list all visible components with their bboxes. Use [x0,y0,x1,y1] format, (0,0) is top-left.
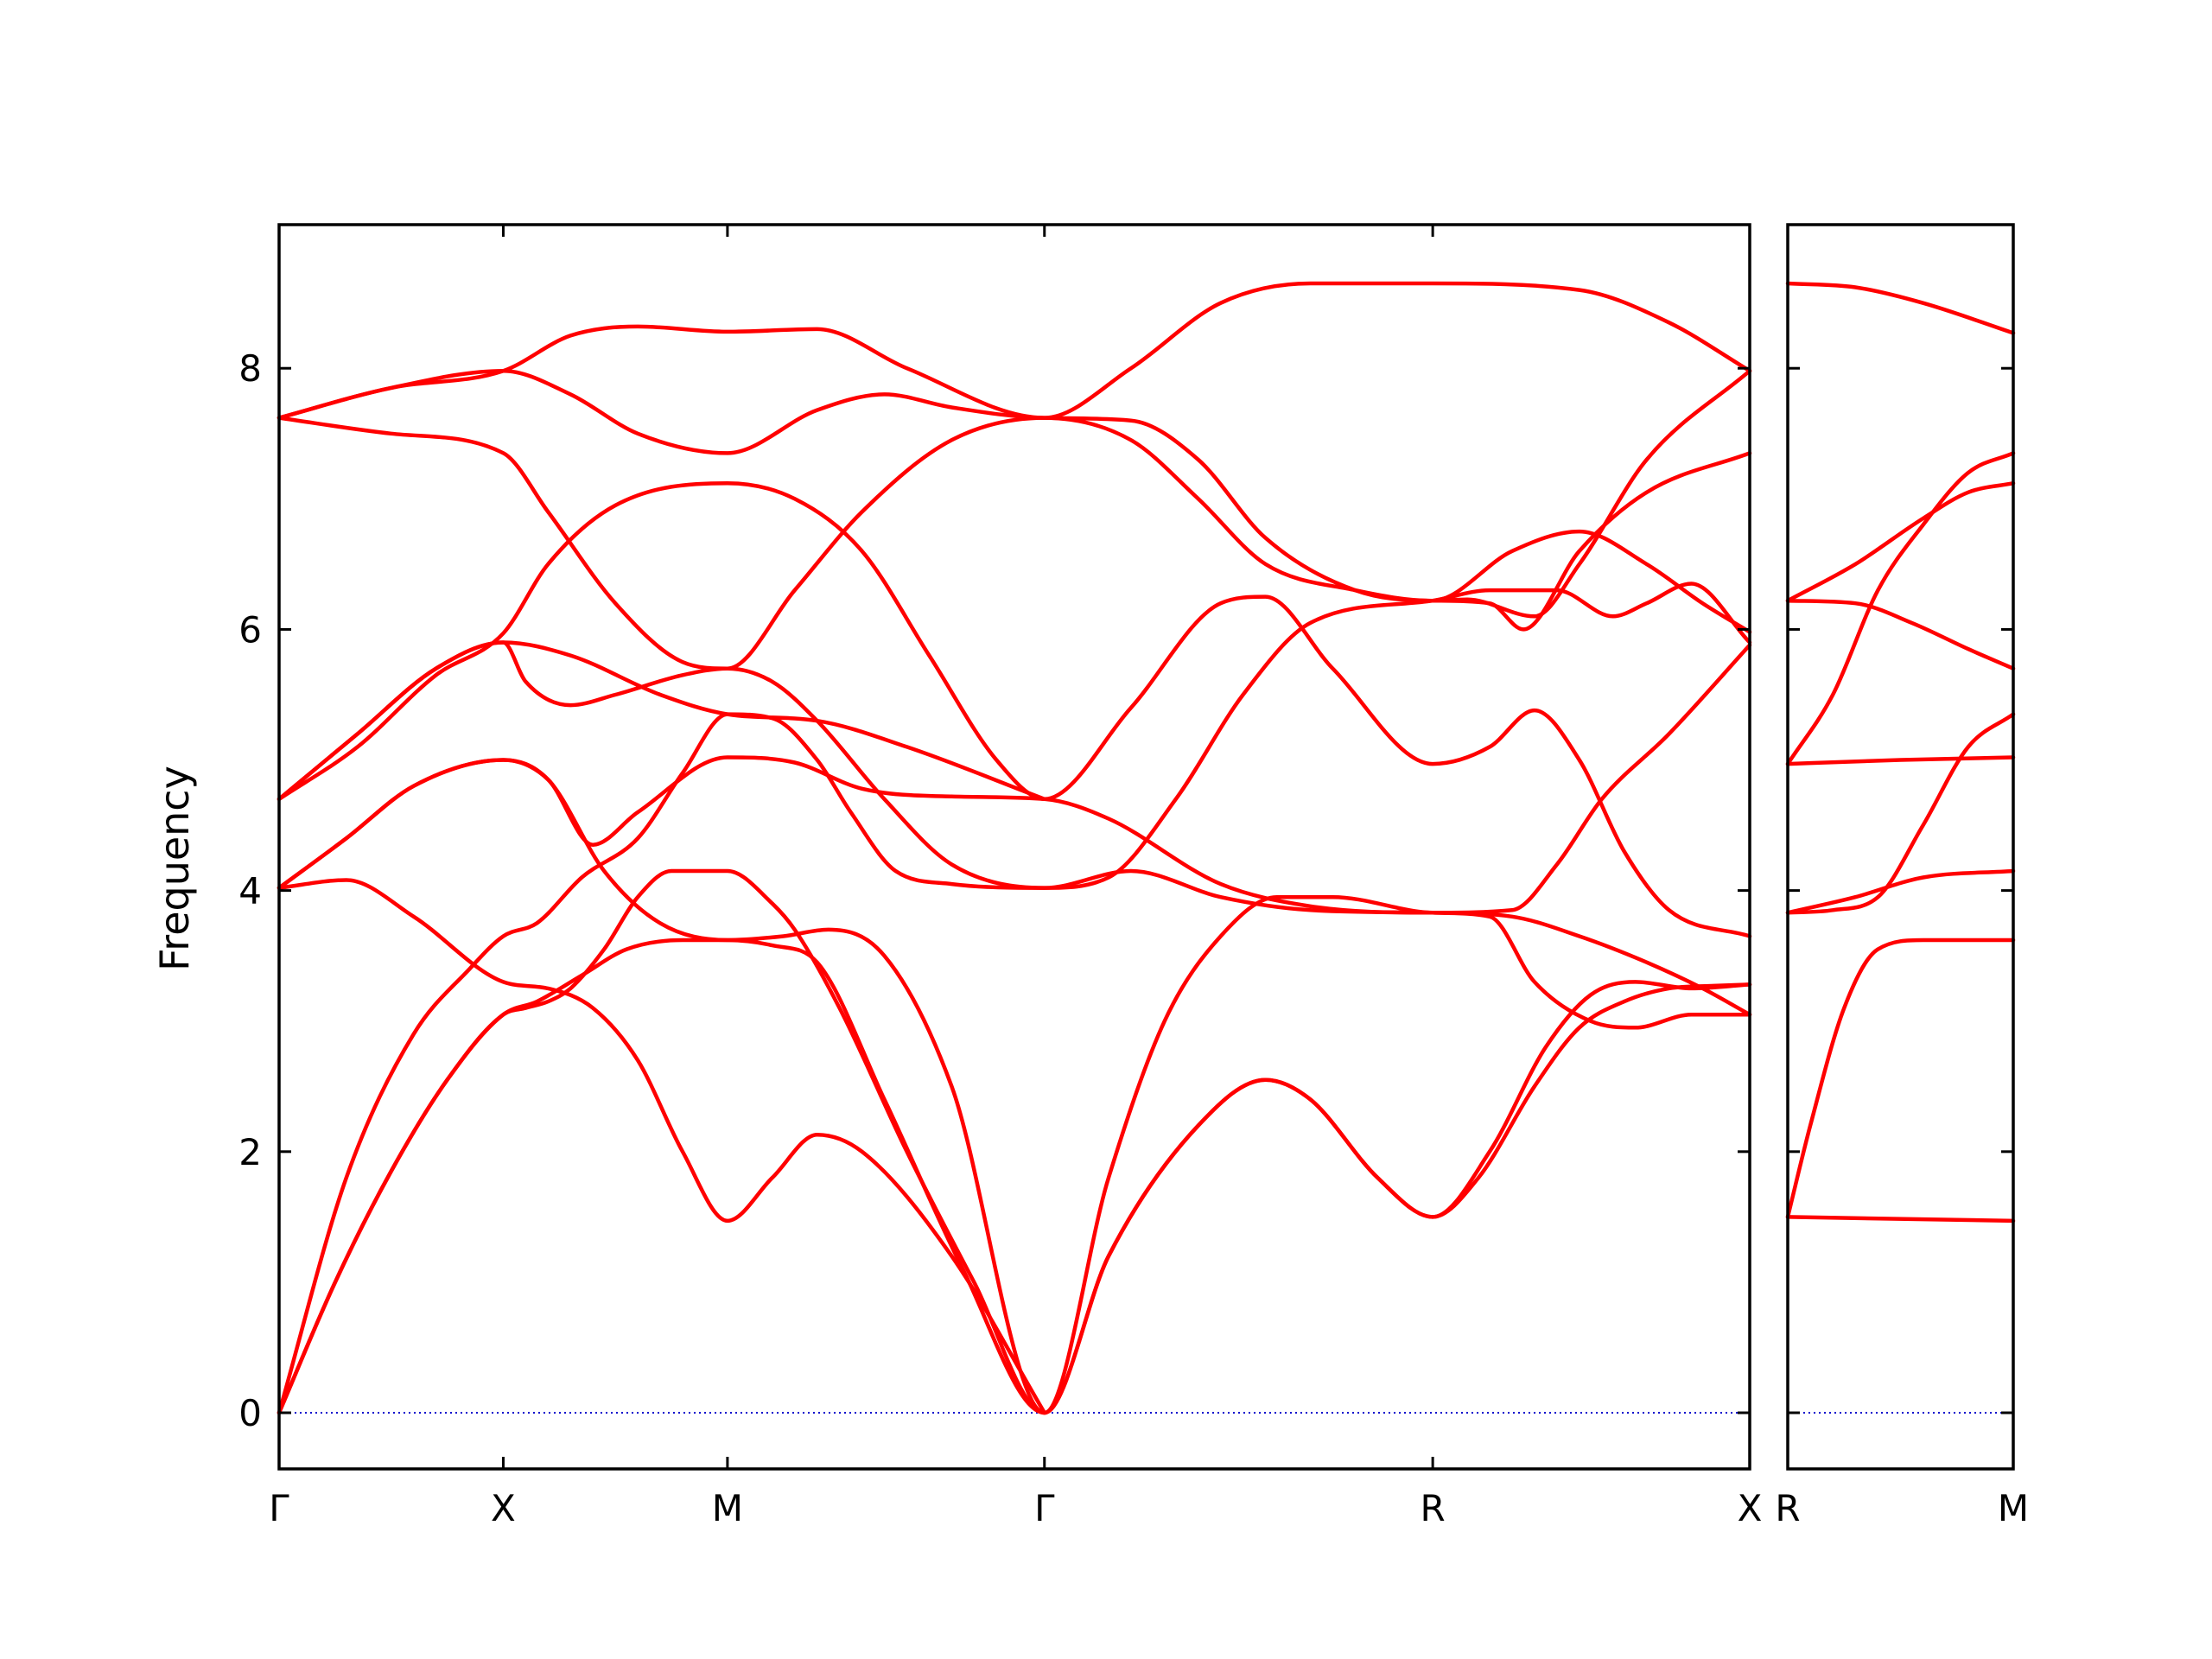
xtick-label-side-0: R [1775,1487,1800,1529]
band-main-4 [276,878,1047,1415]
band-main-1 [276,868,1752,1415]
ytick-label-2: 2 [238,1131,262,1173]
ytick-label-8: 8 [238,347,262,390]
band-side-1 [1785,1215,2016,1224]
band-main-13 [1430,451,1752,632]
band-main-6 [276,480,1752,938]
y-axis-label: Frequency [151,766,198,971]
xtick-label-main-2: M [712,1487,743,1529]
frame-side [1786,223,2015,1471]
ytick-label-0: 0 [238,1392,262,1434]
band-main-10 [276,416,1752,671]
band-side-6 [1785,451,2016,766]
xtick-label-main-0: Γ [269,1487,289,1529]
band-main-11 [276,368,1752,619]
band-main-7 [276,582,1752,890]
xtick-label-main-5: X [1738,1487,1763,1529]
xtick-label-main-4: R [1421,1487,1446,1529]
axis-ticks [277,225,2015,1469]
band-side-4 [1785,712,2016,915]
frame-main [277,223,1751,1471]
xtick-label-main-1: X [491,1487,516,1529]
band-main-9 [276,640,1047,802]
band-side-9 [1785,281,2016,335]
band-lines [276,281,2016,1415]
band-main-5 [276,758,1752,1415]
band-main-3 [276,894,1752,1415]
ytick-label-6: 6 [238,608,262,651]
xtick-label-side-1: M [1998,1487,2029,1529]
band-main-8 [276,643,1752,915]
band-side-7 [1785,480,2016,603]
band-side-5 [1785,755,2016,766]
plot-frames [277,223,2015,1471]
band-main-12 [276,281,1752,420]
band-side-2 [1785,938,2016,1219]
band-main-2 [276,712,1752,1415]
ytick-label-4: 4 [238,870,262,912]
band-side-8 [1785,598,2016,671]
xtick-label-main-3: Γ [1034,1487,1055,1529]
band-side-3 [1785,868,2016,915]
